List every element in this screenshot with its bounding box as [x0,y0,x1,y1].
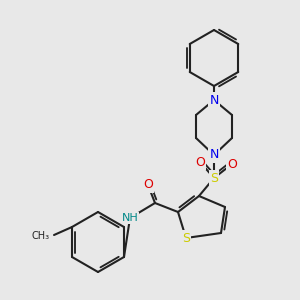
Text: O: O [143,178,153,191]
Text: O: O [227,158,237,170]
Text: CH₃: CH₃ [32,231,50,241]
Text: N: N [209,94,219,106]
Text: NH: NH [122,213,138,223]
Text: S: S [182,232,190,244]
Text: O: O [195,155,205,169]
Text: N: N [209,148,219,161]
Text: S: S [210,172,218,184]
